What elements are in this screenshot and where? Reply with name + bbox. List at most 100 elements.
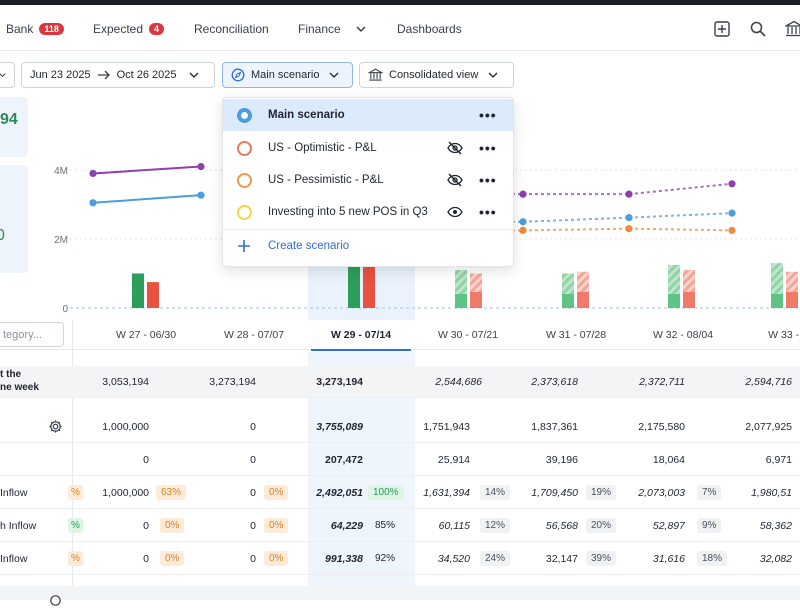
nav-dashboards[interactable]: Dashboards [397, 22, 462, 36]
top-border [0, 0, 800, 5]
table-cell[interactable]: 3,755,089 [316, 421, 363, 433]
table-cell[interactable]: 0 [250, 487, 256, 499]
scenario-option-investing[interactable]: Investing into 5 new POS in Q3 ••• [223, 196, 513, 228]
table-cell[interactable]: 6,971 [765, 454, 792, 466]
more-options-icon[interactable]: ••• [479, 107, 497, 123]
nav-finance-label: Finance [298, 22, 341, 36]
table-cell[interactable]: 2,594,716 [745, 376, 792, 388]
search-icon[interactable] [749, 20, 767, 38]
pct-badge: 19% [586, 485, 617, 500]
bank-icon [368, 68, 383, 81]
pct-badge: 0% [264, 485, 289, 500]
table-cell[interactable]: 991,338 [325, 553, 363, 565]
series-line [628, 182, 733, 196]
table-cell[interactable]: 0 [143, 520, 149, 532]
table-cell[interactable]: 52,897 [652, 520, 685, 532]
scenario-label: Main scenario [251, 69, 320, 81]
table-cell[interactable]: 56,568 [545, 520, 578, 532]
pct-badge: % [68, 485, 83, 500]
cashflow-chart: 4M 2M 0 [54, 162, 800, 315]
table-cell[interactable]: 2,544,686 [435, 376, 482, 388]
series-line [628, 212, 733, 219]
gear-icon[interactable] [48, 593, 63, 608]
nav-reconciliation[interactable]: Reconciliation [194, 22, 269, 36]
week-col-30[interactable]: W 30 - 07/21 [437, 329, 499, 341]
week-col-28[interactable]: W 28 - 07/07 [223, 329, 285, 341]
eye-off-icon[interactable] [447, 172, 463, 188]
chevron-down-icon [330, 72, 339, 78]
table-cell[interactable]: 0 [250, 421, 256, 433]
week-col-32[interactable]: W 32 - 08/04 [652, 329, 714, 341]
gear-icon[interactable] [48, 419, 63, 434]
scenario-option-pessimistic[interactable]: US - Pessimistic - P&L ••• [223, 164, 513, 196]
table-cell[interactable]: 2,077,925 [745, 421, 792, 433]
nav-finance[interactable]: Finance [298, 22, 367, 36]
pct-badge: 9% [697, 518, 722, 533]
week-col-31[interactable]: W 31 - 07/28 [545, 329, 607, 341]
bar-inflow-actual [455, 294, 467, 308]
table-cell[interactable]: 1,709,450 [531, 487, 578, 499]
scenario-option-main[interactable]: Main scenario ••• [223, 99, 513, 131]
table-cell[interactable]: 32,147 [545, 553, 578, 565]
week-col-29[interactable]: W 29 - 07/14 [311, 329, 411, 351]
kpi-card-1[interactable]: 94 [0, 97, 28, 157]
table-cell[interactable]: 207,472 [325, 454, 363, 466]
prev-filter-pill[interactable] [0, 62, 15, 88]
table-cell[interactable]: 2,372,711 [639, 376, 685, 388]
nav-bank[interactable]: Bank 118 [6, 22, 64, 36]
table-cell[interactable]: 18,064 [652, 454, 685, 466]
view-selector[interactable]: Consolidated view [359, 62, 514, 88]
table-cell[interactable]: 64,229 [330, 520, 363, 532]
table-cell[interactable]: 1,000,000 [102, 421, 149, 433]
date-range-picker[interactable]: Jun 23 2025 Oct 26 2025 [21, 62, 215, 88]
table-cell[interactable]: 2,073,003 [638, 487, 685, 499]
table-cell[interactable]: 31,616 [652, 553, 685, 565]
eye-icon[interactable] [447, 204, 463, 220]
nav-expected[interactable]: Expected 4 [93, 22, 165, 36]
nav-bank-label: Bank [6, 22, 34, 36]
table-cell[interactable]: 39,196 [545, 454, 578, 466]
add-box-icon[interactable] [713, 20, 731, 38]
table-cell[interactable]: 58,362 [759, 520, 792, 532]
table-cell[interactable]: 60,115 [438, 520, 470, 532]
more-options-icon[interactable]: ••• [479, 204, 497, 220]
week-col-27[interactable]: W 27 - 06/30 [115, 329, 177, 341]
table-cell[interactable]: 1,751,943 [423, 421, 470, 433]
more-options-icon[interactable]: ••• [479, 140, 497, 156]
table-cell[interactable]: 25,914 [437, 454, 470, 466]
table-cell[interactable]: 1,980,51 [751, 487, 792, 499]
nav-dashboards-label: Dashboards [397, 22, 462, 36]
table-cell[interactable]: 0 [143, 454, 149, 466]
series-point [519, 190, 527, 198]
table-cell[interactable]: 3,273,194 [316, 376, 363, 388]
table-cell[interactable]: 34,520 [437, 553, 470, 565]
table-cell[interactable]: 0 [250, 520, 256, 532]
create-scenario-button[interactable]: Create scenario [223, 230, 513, 262]
scenario-option-label: Main scenario [268, 109, 345, 121]
table-cell[interactable]: 2,492,051 [316, 487, 363, 499]
series-point [197, 191, 205, 199]
table-cell[interactable]: 0 [143, 553, 149, 565]
scenario-selector[interactable]: Main scenario [222, 62, 353, 88]
bar-inflow-actual [668, 294, 680, 308]
table-cell[interactable]: 1,837,361 [531, 421, 578, 433]
more-options-icon[interactable]: ••• [479, 172, 497, 188]
table-cell[interactable]: 2,373,618 [531, 376, 578, 388]
table-cell[interactable]: 0 [250, 454, 256, 466]
series-line [92, 194, 202, 204]
eye-off-icon[interactable] [447, 140, 463, 156]
scenario-option-optimistic[interactable]: US - Optimistic - P&L ••• [223, 132, 513, 164]
table-cell[interactable]: 2,175,580 [638, 421, 685, 433]
bank-icon[interactable] [785, 20, 800, 38]
table-cell[interactable]: 32,082 [759, 553, 792, 565]
series-point [197, 162, 205, 171]
table-cell[interactable]: 3,053,194 [102, 376, 149, 388]
row-label: h Inflow [0, 520, 37, 532]
table-cell[interactable]: 1,000,000 [102, 487, 149, 499]
category-search-input[interactable]: tegory... [0, 322, 64, 347]
kpi-card-2[interactable]: 0 [0, 165, 28, 273]
table-cell[interactable]: 1,631,394 [423, 487, 470, 499]
week-col-33[interactable]: W 33 - 0 [768, 329, 800, 341]
table-cell[interactable]: 0 [250, 553, 256, 565]
table-cell[interactable]: 3,273,194 [209, 376, 256, 388]
